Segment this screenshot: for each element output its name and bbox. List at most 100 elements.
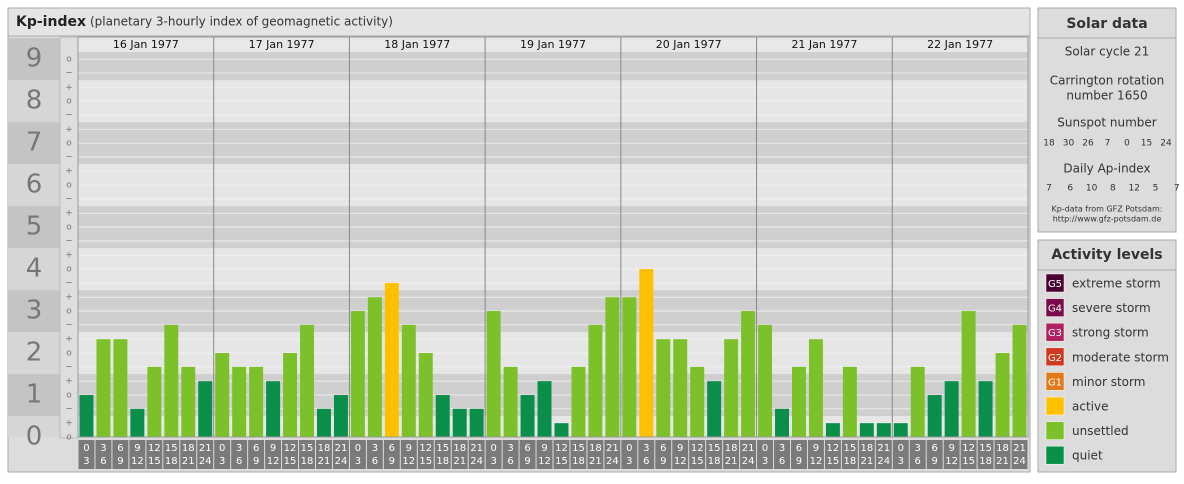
minor-tick-label: +: [65, 209, 73, 219]
legend-swatch: [1045, 273, 1065, 293]
ap-value: 7: [1046, 184, 1052, 194]
y-tick-label: 8: [26, 86, 43, 116]
interval-label: 9: [117, 456, 123, 467]
legend-badge: G3: [1048, 328, 1062, 339]
interval-label: 0: [355, 443, 361, 454]
interval-label: 6: [253, 443, 259, 454]
date-label: 20 Jan 1977: [656, 38, 722, 51]
interval-cell: [231, 440, 248, 469]
legend-swatch: [1045, 322, 1065, 342]
level-cell: [8, 38, 60, 81]
interval-label: 3: [100, 443, 106, 454]
minor-tick-label: o: [66, 307, 72, 317]
interval-label: 9: [677, 443, 683, 454]
sidebar: Solar data Solar cycle 21 Carrington rotat…: [1043, 16, 1180, 465]
interval-label: 3: [219, 456, 225, 467]
interval-label: 9: [796, 456, 802, 467]
interval-label: 21: [470, 443, 483, 454]
minor-tick-label: −: [65, 68, 73, 78]
legend-label: strong storm: [1072, 326, 1149, 340]
ap-value: 8: [1110, 184, 1116, 194]
bar: [707, 381, 722, 437]
y-tick-label: 3: [26, 296, 43, 326]
interval-label: 24: [1013, 456, 1026, 467]
interval-cell: [570, 440, 587, 469]
interval-cell: [451, 440, 468, 469]
bar: [452, 408, 467, 437]
interval-cell: [824, 440, 841, 469]
legend-label: extreme storm: [1072, 277, 1161, 291]
bar: [215, 353, 230, 437]
bar: [792, 366, 806, 437]
interval-label: 6: [660, 443, 666, 454]
interval-label: 21: [453, 456, 466, 467]
bar: [79, 395, 94, 437]
level-band: [78, 52, 1028, 81]
interval-label: 3: [355, 456, 361, 467]
interval-cell: [163, 440, 180, 469]
interval-label: 12: [674, 456, 687, 467]
interval-label: 15: [844, 443, 857, 454]
interval-label: 12: [555, 443, 568, 454]
y-tick-label: 7: [26, 128, 43, 158]
interval-label: 6: [524, 443, 530, 454]
interval-label: 6: [932, 443, 938, 454]
legend-badge: G5: [1048, 279, 1062, 290]
interval-label: 21: [199, 443, 212, 454]
bar: [266, 381, 281, 437]
bar: [537, 381, 552, 437]
interval-cell: [1011, 440, 1028, 469]
interval-label: 6: [643, 456, 649, 467]
interval-cell: [299, 440, 315, 469]
bar: [486, 311, 501, 437]
interval-cell: [146, 440, 163, 469]
level-cell: [8, 248, 60, 291]
sunspot-value: 15: [1141, 139, 1152, 149]
interval-label: 15: [436, 443, 449, 454]
legend-label: moderate storm: [1072, 350, 1169, 364]
interval-label: 3: [643, 443, 649, 454]
legend-swatch: [1045, 372, 1065, 391]
title-bar: [7, 7, 1031, 37]
interval-label: 24: [742, 456, 755, 467]
minor-tick-label: o: [66, 181, 72, 191]
sunspot-value: 7: [1105, 139, 1111, 149]
interval-label: 18: [844, 456, 857, 467]
interval-label: 24: [606, 456, 619, 467]
bar: [333, 395, 348, 437]
minor-tick-label: −: [65, 404, 73, 414]
legend-label: minor storm: [1072, 375, 1145, 389]
minor-tick-label: −: [65, 236, 73, 246]
interval-cell: [875, 440, 892, 469]
interval-label: 9: [270, 443, 276, 454]
interval-label: 21: [182, 456, 195, 467]
interval-cell: [926, 440, 943, 469]
minor-tick-label: +: [65, 377, 73, 387]
interval-label: 15: [827, 456, 840, 467]
interval-label: 9: [524, 456, 530, 467]
interval-label: 24: [199, 456, 212, 467]
interval-label: 12: [402, 456, 415, 467]
y-tick-label: 5: [26, 212, 43, 242]
minor-tick-label: o: [66, 433, 72, 443]
date-header: [78, 37, 1028, 52]
interval-label: 15: [419, 456, 432, 467]
level-band: [78, 416, 1028, 437]
interval-label: 15: [979, 443, 992, 454]
bar: [418, 353, 433, 437]
sunspot-value: 18: [1043, 139, 1055, 149]
minor-tick-label: o: [66, 265, 72, 275]
minor-tick-label: +: [65, 125, 73, 135]
bar: [435, 395, 450, 437]
ap-value: 12: [1128, 184, 1139, 194]
ap-value: 6: [1067, 184, 1073, 194]
y-tick-label: 0: [26, 422, 43, 452]
bar: [825, 423, 840, 437]
bar: [350, 311, 365, 437]
minor-tick-label: +: [65, 335, 73, 345]
bar: [130, 408, 145, 437]
interval-cell: [383, 440, 400, 469]
bar: [181, 366, 196, 437]
minor-tick-label: +: [65, 251, 73, 261]
interval-label: 18: [182, 443, 195, 454]
